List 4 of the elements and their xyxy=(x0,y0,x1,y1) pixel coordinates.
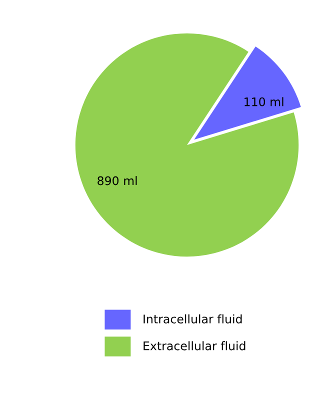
data-label: 110 ml xyxy=(244,97,284,106)
legend-label: Extracellular fluid xyxy=(144,341,246,350)
data-label: 890 ml xyxy=(98,176,137,186)
legend-label: Intracellular fluid xyxy=(144,314,242,324)
